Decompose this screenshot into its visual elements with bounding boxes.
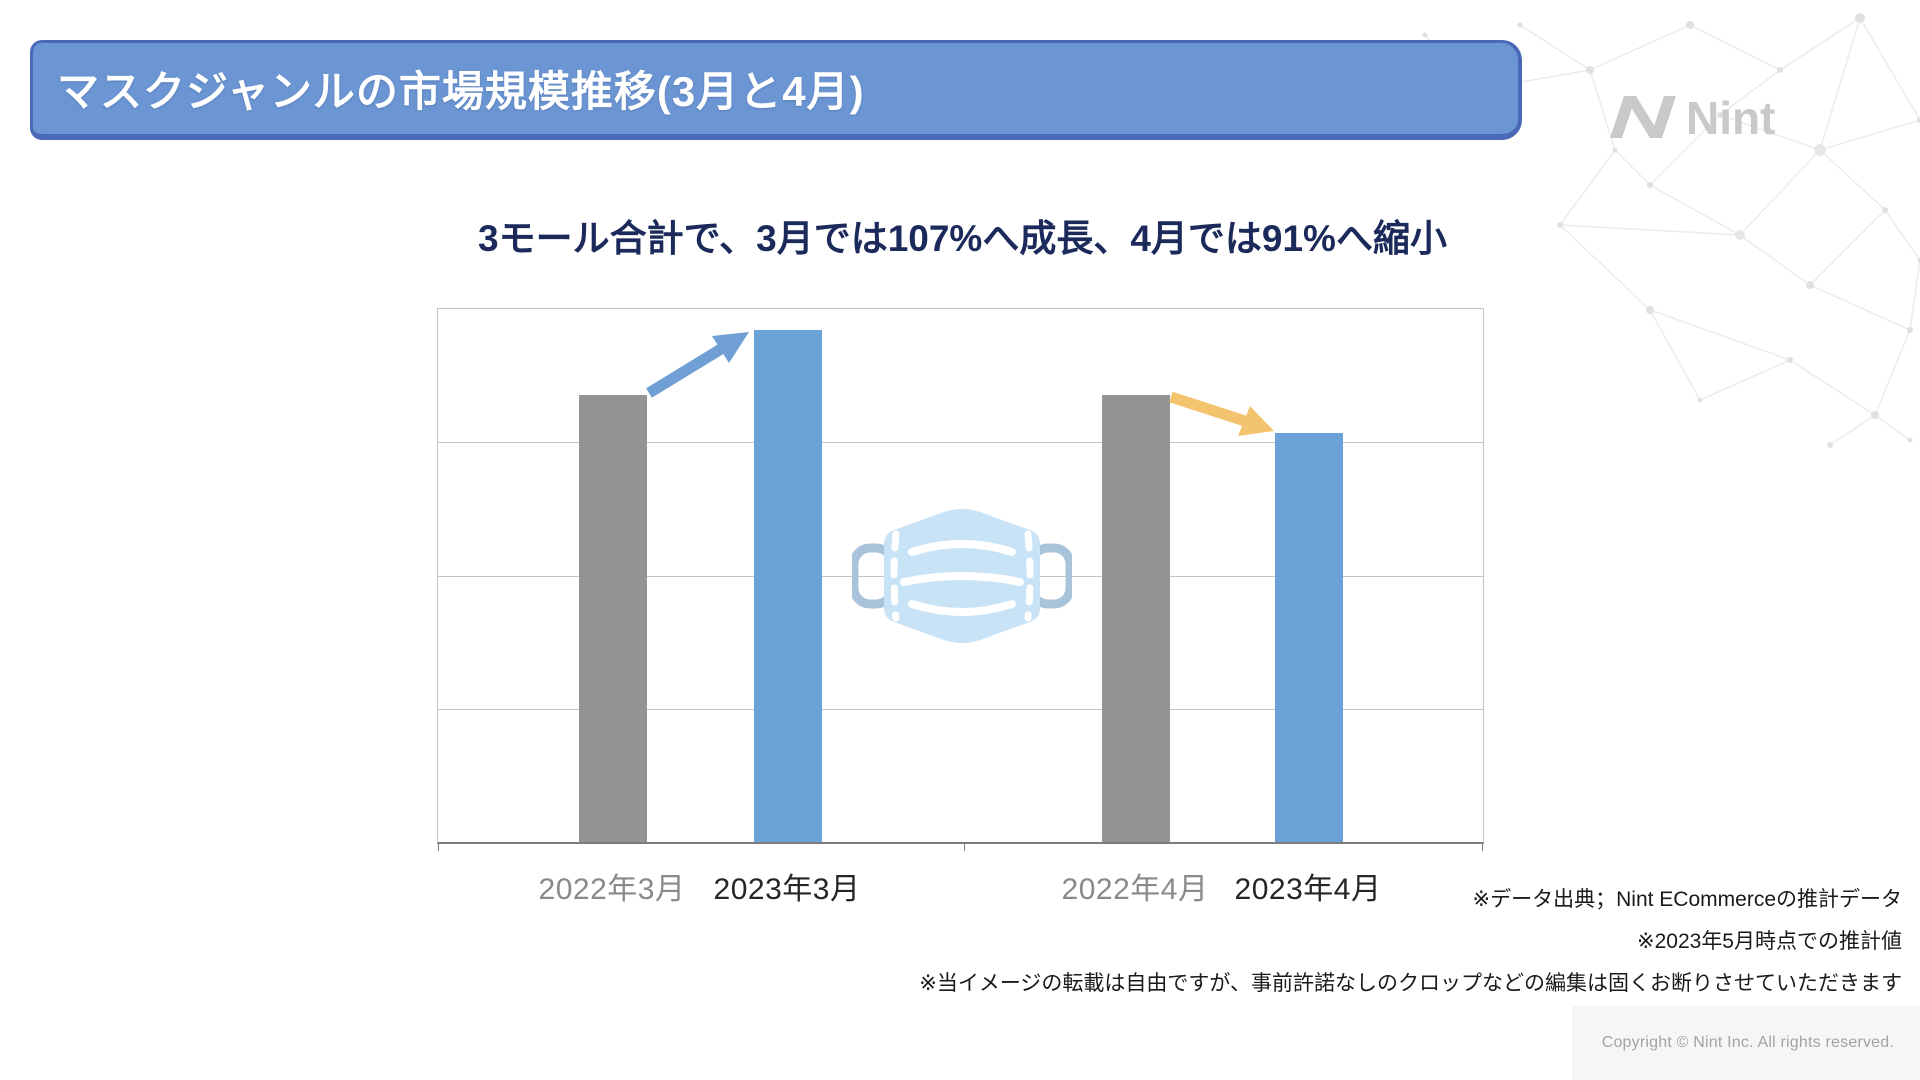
- axis-tick: [964, 842, 965, 851]
- nint-logo-mark-icon: [1610, 96, 1676, 138]
- page-title: マスクジャンルの市場規模推移(3月と4月): [57, 68, 865, 115]
- chart-bar-2022年3月: [579, 395, 647, 842]
- x-axis-label: 2023年3月: [713, 873, 861, 906]
- gridline: [438, 442, 1483, 444]
- axis-tick: [438, 842, 439, 851]
- copyright-text: Copyright © Nint Inc. All rights reserve…: [1601, 1034, 1894, 1051]
- x-axis-label: 2022年4月: [1061, 873, 1209, 906]
- axis-tick: [1482, 842, 1483, 851]
- x-axis-label: 2023年4月: [1234, 873, 1382, 906]
- gridline: [438, 708, 1483, 710]
- footnote-estimate-date: ※2023年5月時点での推計値: [1637, 930, 1902, 953]
- nint-logo: Nint: [1608, 88, 1798, 144]
- x-axis-label: 2022年3月: [538, 873, 686, 906]
- nint-logo-text: Nint: [1686, 92, 1775, 144]
- copyright-bar: Copyright © Nint Inc. All rights reserve…: [1572, 1006, 1920, 1080]
- chart-bar-2023年4月: [1275, 433, 1343, 842]
- decline-arrow-down-icon: [1169, 391, 1274, 436]
- header-bar: マスクジャンルの市場規模推移(3月と4月): [30, 40, 1522, 140]
- plot-area: [437, 308, 1484, 851]
- footnote-data-source: ※データ出典；Nint ECommerceの推計データ: [1472, 888, 1902, 911]
- chart-bar-2023年3月: [754, 330, 822, 842]
- chart-subtitle: 3モール合計で、3月では107%へ成長、4月では91%へ縮小: [478, 218, 1447, 259]
- growth-arrow-up-icon: [646, 332, 749, 398]
- chart-bar-2022年4月: [1102, 395, 1170, 842]
- footnote-usage-terms: ※当イメージの転載は自由ですが、事前許諾なしのクロップなどの編集は固くお断りさせ…: [919, 972, 1902, 995]
- network-pattern-decoration: [1422, 13, 1920, 448]
- mask-icon: [849, 504, 1075, 648]
